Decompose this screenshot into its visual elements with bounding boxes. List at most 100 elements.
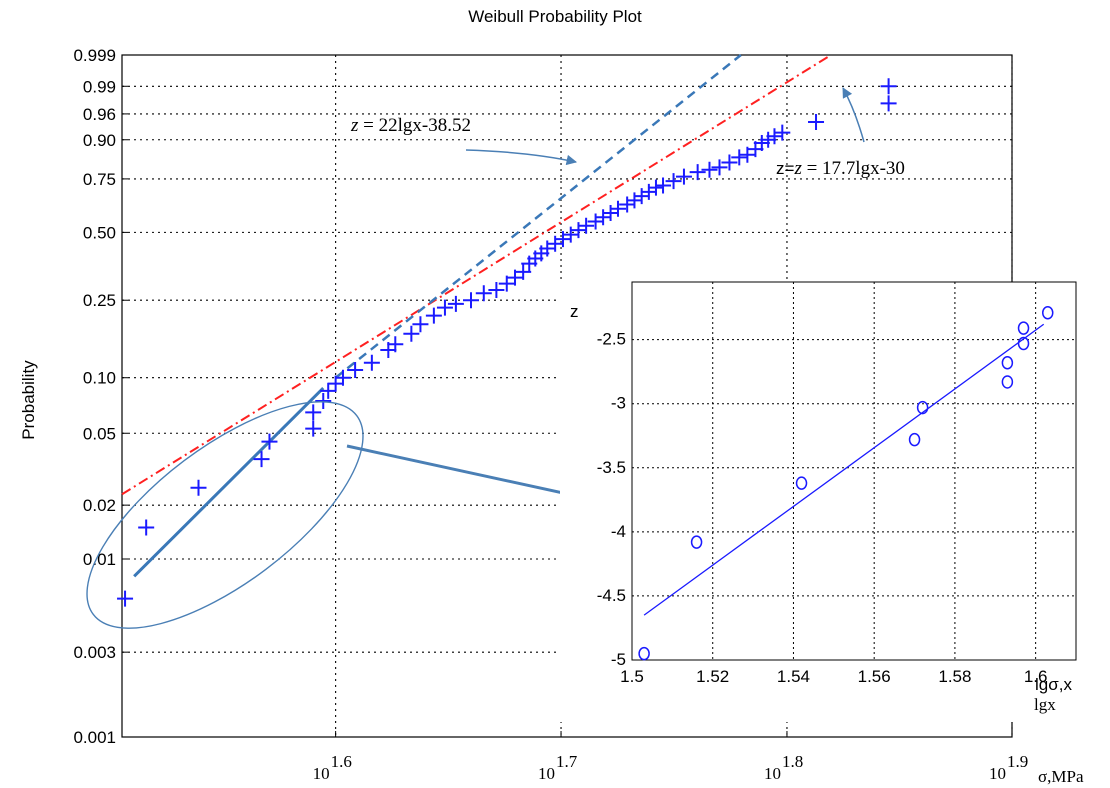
inset-chart: -5-4.5-4-3.5-3-2.5 1.5 1.52 1.54 1.56 1.58 1.…: [560, 281, 1105, 722]
data-point-plus: [403, 325, 420, 342]
inset-x-axis-label-overlay: lgσ,x: [1035, 675, 1072, 694]
fit-line-annotation-arrow: [842, 87, 865, 143]
inset-data-point-circle: [638, 646, 650, 661]
data-point-plus: [387, 336, 404, 353]
data-point-plus: [498, 275, 515, 292]
main-y-tick-label: 0.75: [83, 170, 116, 189]
data-point-plus: [880, 95, 897, 112]
main-y-tick-label: 0.99: [83, 77, 116, 96]
data-point-plus: [626, 192, 643, 209]
weibull-fit-line: [121, 54, 832, 496]
main-x-tick-base: 10: [538, 764, 555, 783]
inset-x-tick-label: 1.58: [938, 667, 971, 686]
main-x-tick-exponent: 1.7: [556, 752, 578, 771]
main-y-tick-label: 0.003: [73, 643, 116, 662]
data-point-plus: [412, 316, 429, 333]
main-x-tick-base: 10: [764, 764, 781, 783]
data-point-plus: [774, 124, 791, 141]
inset-y-tick-label: -3: [611, 394, 626, 413]
main-y-tick-label: 0.96: [83, 105, 116, 124]
main-y-tick-label: 0.25: [83, 291, 116, 310]
y-axis-label: Probability: [19, 360, 38, 440]
inset-y-ticks: -5 -4.5 -4 -3.5 -3 -2.5: [597, 330, 626, 669]
x-axis-label: σ,MPa: [1038, 767, 1084, 786]
data-point-plus: [808, 113, 825, 130]
inset-y-axis-label: z: [570, 302, 579, 321]
data-point-plus: [880, 78, 897, 95]
data-point-plus: [739, 146, 756, 163]
data-point-plus: [721, 154, 738, 171]
inset-x-axis-label: lgx: [1034, 695, 1056, 714]
inset-x-tick-label: 1.54: [777, 667, 810, 686]
inset-data-point-circle: [1001, 355, 1014, 370]
inset-x-ticks: 1.5 1.52 1.54 1.56 1.58 1.6: [620, 667, 1047, 686]
main-x-tick-base: 10: [989, 764, 1006, 783]
inset-x-tick-label: 1.6: [1024, 667, 1048, 686]
data-point-plus: [640, 183, 657, 200]
main-y-tick-label: 0.999: [73, 46, 116, 65]
data-point-plus: [507, 269, 524, 286]
data-point-plus: [753, 135, 770, 152]
data-point-plus: [766, 128, 783, 145]
inset-data-point-circle: [1017, 321, 1030, 335]
data-point-plus: [675, 168, 692, 185]
main-x-tick-exponent: 1.6: [331, 752, 352, 771]
main-y-tick-label: 0.01: [83, 550, 116, 569]
data-point-plus: [578, 217, 595, 234]
main-fit-lines: [121, 54, 832, 578]
main-data-points: [117, 78, 897, 607]
fit-equation-variable: z: [793, 158, 802, 179]
data-point-plus: [689, 164, 706, 181]
main-x-tick-base: 10: [313, 764, 330, 783]
data-point-plus: [305, 404, 322, 421]
data-point-plus: [305, 420, 322, 437]
data-point-plus: [138, 519, 155, 536]
dashed-equation-variable: z: [350, 115, 359, 136]
main-y-tick-label: 0.001: [73, 728, 116, 747]
inset-y-tick-label: -4.5: [597, 586, 626, 605]
data-point-plus: [425, 307, 442, 324]
data-point-plus: [447, 295, 464, 312]
inset-grid: [631, 282, 1076, 661]
data-point-plus: [463, 292, 480, 309]
data-point-plus: [701, 161, 718, 178]
fit-equation-prefix: z=: [776, 159, 795, 178]
data-point-plus: [609, 200, 626, 217]
data-point-plus: [475, 285, 492, 302]
main-x-tick-exponent: 1.8: [782, 752, 803, 771]
data-point-plus: [619, 196, 636, 213]
inset-y-tick-label: -4: [611, 522, 626, 541]
main-x-tick-exponent: 1.9: [1007, 752, 1028, 771]
dashed-line-equation: z = 22lgx-38.52: [350, 115, 471, 136]
data-point-plus: [261, 433, 278, 450]
main-y-tick-label: 0.05: [83, 424, 116, 443]
data-point-plus: [647, 179, 664, 196]
fit-line-equation: z=z = 17.7lgx-30: [776, 158, 905, 179]
inset-data-point-circle: [795, 476, 808, 490]
inset-data-point-circle: [1001, 375, 1014, 389]
inset-background: [560, 282, 1105, 722]
dashed-equation-text: = 22lgx-38.52: [358, 115, 471, 136]
main-y-tick-label: 0.50: [83, 223, 116, 242]
dashed-line-annotation-arrow: [465, 149, 578, 166]
inset-y-tick-label: -5: [611, 650, 626, 669]
inset-regression-line: [643, 323, 1045, 616]
inset-data-point-circle: [916, 400, 929, 415]
inset-data-point-circle: [690, 535, 703, 549]
main-y-tick-label: 0.10: [83, 369, 116, 388]
data-point-plus: [655, 177, 672, 194]
data-point-plus: [595, 209, 612, 226]
inset-y-tick-label: -3.5: [597, 458, 626, 477]
data-point-plus: [253, 451, 270, 468]
data-point-plus: [587, 213, 604, 230]
low-strength-fit-line: [133, 387, 325, 578]
data-point-plus: [562, 226, 579, 243]
data-point-plus: [320, 382, 337, 399]
data-point-plus: [711, 159, 728, 176]
inset-x-tick-label: 1.5: [620, 667, 644, 686]
main-y-ticks: 0.001 0.003 0.01 0.02 0.05 0.10 0.25 0.50 0.75 0.…: [73, 46, 116, 747]
data-point-plus: [633, 188, 650, 205]
data-point-plus: [488, 281, 505, 298]
inset-data-point-circle: [908, 432, 921, 447]
